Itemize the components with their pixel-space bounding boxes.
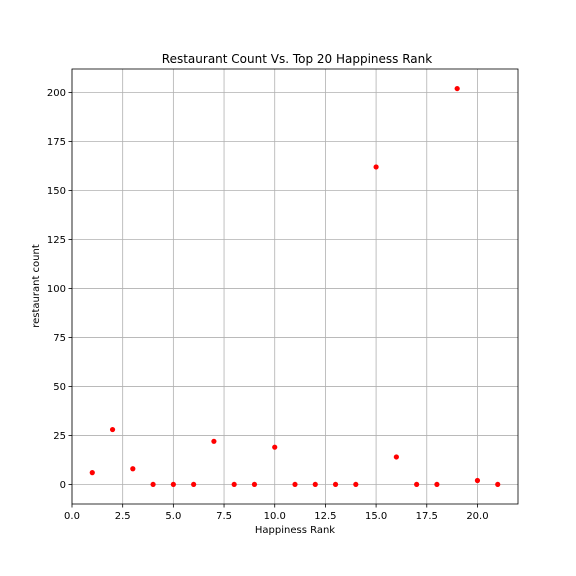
y-tick-label: 75 <box>53 333 66 344</box>
x-tick-label: 7.5 <box>216 511 232 522</box>
data-point <box>130 466 136 472</box>
y-axis-label: restaurant count <box>31 244 42 328</box>
chart-title: Restaurant Count Vs. Top 20 Happiness Ra… <box>162 52 432 66</box>
y-tick-label: 150 <box>47 186 66 197</box>
data-point <box>272 444 278 450</box>
y-tick-label: 25 <box>53 431 66 442</box>
y-tick-label: 50 <box>53 382 66 393</box>
data-point <box>231 481 237 488</box>
x-axis-ticks: 0.0 2.5 5.0 7.5 10.0 12.5 15.0 17.5 20.0 <box>64 504 489 522</box>
data-point <box>89 470 95 476</box>
data-point <box>332 481 339 488</box>
x-axis-label: Happiness Rank <box>255 525 335 536</box>
data-point <box>292 481 298 488</box>
data-point <box>109 426 116 433</box>
data-point <box>170 481 176 488</box>
y-tick-label: 175 <box>47 137 66 148</box>
x-tick-label: 5.0 <box>165 511 181 522</box>
x-tick-label: 0.0 <box>64 511 80 522</box>
x-tick-label: 17.5 <box>416 511 438 522</box>
data-point <box>191 481 197 488</box>
x-tick-label: 10.0 <box>264 511 286 522</box>
data-point <box>211 438 217 444</box>
data-point <box>150 481 156 488</box>
y-tick-label: 125 <box>47 235 66 246</box>
data-point <box>373 164 379 170</box>
grid-lines <box>71 69 518 504</box>
data-point <box>393 454 399 460</box>
y-tick-label: 100 <box>47 284 66 295</box>
y-tick-label: 0 <box>60 480 66 491</box>
plot-frame <box>71 68 519 505</box>
data-point <box>312 481 318 488</box>
data-point <box>434 481 440 488</box>
data-point <box>454 85 460 92</box>
data-point <box>495 481 501 488</box>
data-point <box>251 481 258 488</box>
data-point <box>414 481 420 488</box>
x-tick-label: 20.0 <box>466 511 488 522</box>
data-points <box>89 85 501 488</box>
x-tick-label: 12.5 <box>314 511 336 522</box>
data-point <box>353 481 359 488</box>
x-tick-label: 15.0 <box>365 511 387 522</box>
data-point <box>474 477 481 484</box>
y-axis-ticks: 0 25 50 75 100 125 150 175 200 <box>47 88 72 491</box>
x-tick-label: 2.5 <box>115 511 131 522</box>
y-tick-label: 200 <box>47 88 66 99</box>
